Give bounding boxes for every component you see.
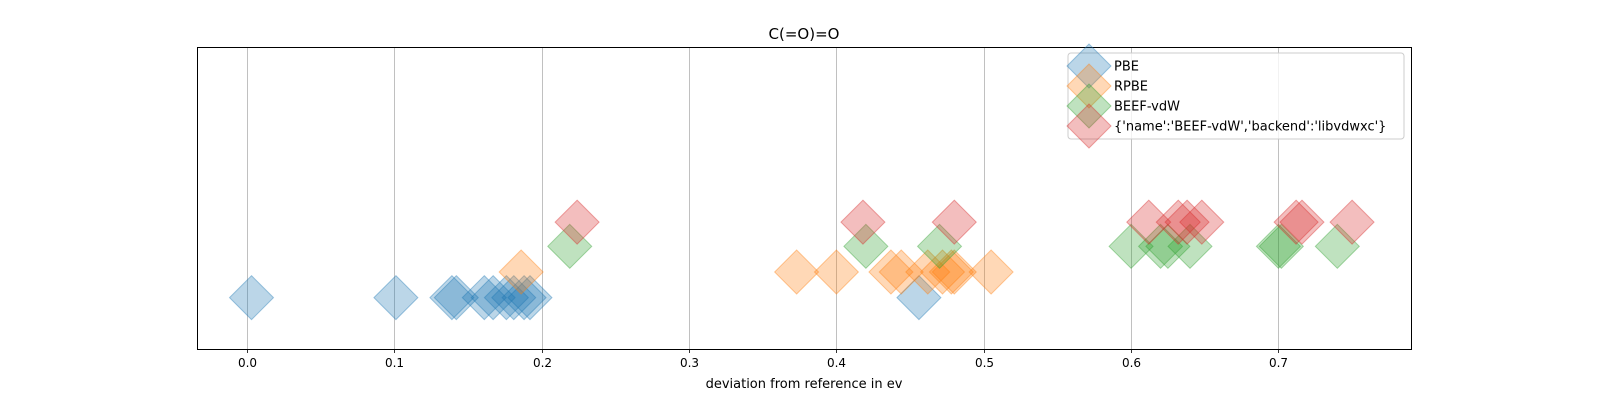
data-point	[1279, 199, 1325, 245]
data-point	[498, 249, 544, 295]
data-point	[773, 249, 820, 295]
data-point	[896, 274, 942, 321]
x-tick-label: 0.1	[385, 356, 404, 370]
data-point	[507, 274, 553, 321]
data-point	[868, 249, 914, 295]
data-point	[483, 274, 530, 321]
legend-marker	[1066, 43, 1112, 89]
x-tick-label: 0.2	[533, 356, 552, 370]
series-2-points	[547, 223, 1361, 270]
legend-label: BEEF-vdW	[1114, 100, 1180, 115]
legend-marker	[1066, 63, 1112, 109]
x-tick-label: 0.6	[1122, 356, 1141, 370]
data-point	[878, 249, 924, 295]
x-tick-label: 0.7	[1269, 356, 1288, 370]
series-1-points	[498, 249, 1014, 295]
data-point	[968, 249, 1014, 295]
plot-area-frame	[197, 47, 1412, 350]
data-point	[843, 223, 889, 270]
data-point	[931, 199, 977, 245]
data-point	[928, 249, 975, 295]
data-point	[470, 274, 516, 321]
series-0-points	[228, 274, 942, 321]
data-point	[813, 249, 860, 295]
legend: PBE RPBE BEEF-vdW {'name':'BEEF-vdW','backe…	[1066, 43, 1405, 149]
data-point	[1179, 199, 1225, 245]
data-point	[228, 274, 275, 321]
data-point	[1126, 199, 1172, 245]
legend-marker	[1066, 83, 1112, 129]
data-points	[228, 199, 1375, 321]
data-point	[554, 199, 600, 245]
legend-label: PBE	[1114, 60, 1139, 75]
legend-marker	[1066, 103, 1112, 149]
series-3-points	[554, 199, 1375, 245]
data-point	[919, 249, 966, 295]
data-point	[840, 199, 886, 245]
data-point	[1137, 223, 1184, 270]
x-tick-label: 0.5	[975, 356, 994, 370]
legend-label: {'name':'BEEF-vdW','backend':'libvdwxc'}	[1114, 120, 1386, 135]
data-point	[1258, 223, 1305, 270]
x-tick-label: 0.4	[827, 356, 846, 370]
data-point	[491, 274, 537, 321]
data-point	[1164, 199, 1210, 245]
data-point	[1155, 199, 1201, 245]
data-point	[1255, 223, 1302, 270]
data-point	[373, 274, 419, 321]
x-axis-ticks: 0.0 0.1 0.2 0.3 0.4 0.5 0.6 0.7	[238, 349, 1288, 370]
data-point	[1329, 199, 1375, 245]
data-point	[916, 223, 963, 270]
x-tick-label: 0.3	[680, 356, 699, 370]
data-point	[931, 249, 977, 295]
chart-title: C(=O)=O	[769, 25, 840, 43]
data-point	[1145, 223, 1191, 270]
data-point	[547, 223, 593, 270]
x-axis-label: deviation from reference in ev	[706, 377, 903, 392]
data-point	[429, 274, 475, 321]
data-point	[1273, 199, 1319, 245]
data-point	[1167, 223, 1213, 270]
x-tick-label: 0.0	[238, 356, 257, 370]
data-point	[501, 274, 547, 321]
data-point	[1108, 223, 1154, 270]
data-point	[905, 249, 951, 295]
legend-box	[1067, 52, 1405, 140]
data-point	[1314, 223, 1361, 270]
data-point	[461, 274, 508, 321]
data-point	[433, 274, 480, 321]
legend-label: RPBE	[1114, 80, 1148, 95]
